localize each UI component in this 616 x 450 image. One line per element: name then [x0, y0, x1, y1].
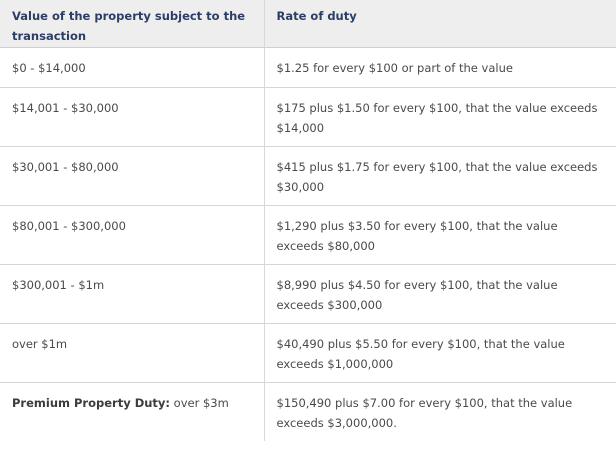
premium-property-duty-label: Premium Property Duty:	[12, 395, 171, 410]
duty-rate-cell: $8,990 plus $4.50 for every $100, that t…	[264, 264, 616, 324]
duty-rate-cell: $40,490 plus $5.50 for every $100, that …	[264, 323, 616, 383]
duty-rate-cell: $415 plus $1.75 for every $100, that the…	[264, 146, 616, 206]
property-value-cell: $14,001 - $30,000	[0, 87, 265, 147]
header-rate-of-duty: Rate of duty	[264, 0, 616, 48]
duty-rate-cell: $175 plus $1.50 for every $100, that the…	[264, 87, 616, 147]
property-value-cell: over $1m	[0, 323, 265, 383]
table-row: $30,001 - $80,000 $415 plus $1.75 for ev…	[0, 146, 616, 206]
table-row: $14,001 - $30,000 $175 plus $1.50 for ev…	[0, 87, 616, 147]
property-value-cell: $80,001 - $300,000	[0, 205, 265, 265]
header-row: Value of the property subject to the tra…	[0, 0, 616, 48]
duty-rate-cell: $1,290 plus $3.50 for every $100, that t…	[264, 205, 616, 265]
table-header: Value of the property subject to the tra…	[0, 0, 616, 48]
table-row: $0 - $14,000 $1.25 for every $100 or par…	[0, 47, 616, 88]
header-property-value: Value of the property subject to the tra…	[0, 0, 265, 48]
duty-rate-cell: $150,490 plus $7.00 for every $100, that…	[264, 382, 616, 441]
duty-rate-cell: $1.25 for every $100 or part of the valu…	[264, 47, 616, 88]
table-row: $80,001 - $300,000 $1,290 plus $3.50 for…	[0, 205, 616, 265]
table-row: Premium Property Duty: over $3m $150,490…	[0, 382, 616, 441]
property-value-cell: $30,001 - $80,000	[0, 146, 265, 206]
premium-property-value: over $3m	[170, 395, 229, 410]
property-value-cell: $0 - $14,000	[0, 47, 265, 88]
table-row: $300,001 - $1m $8,990 plus $4.50 for eve…	[0, 264, 616, 324]
property-value-cell: Premium Property Duty: over $3m	[0, 382, 265, 441]
table-body: $0 - $14,000 $1.25 for every $100 or par…	[0, 47, 616, 441]
table-row: over $1m $40,490 plus $5.50 for every $1…	[0, 323, 616, 383]
property-value-cell: $300,001 - $1m	[0, 264, 265, 324]
